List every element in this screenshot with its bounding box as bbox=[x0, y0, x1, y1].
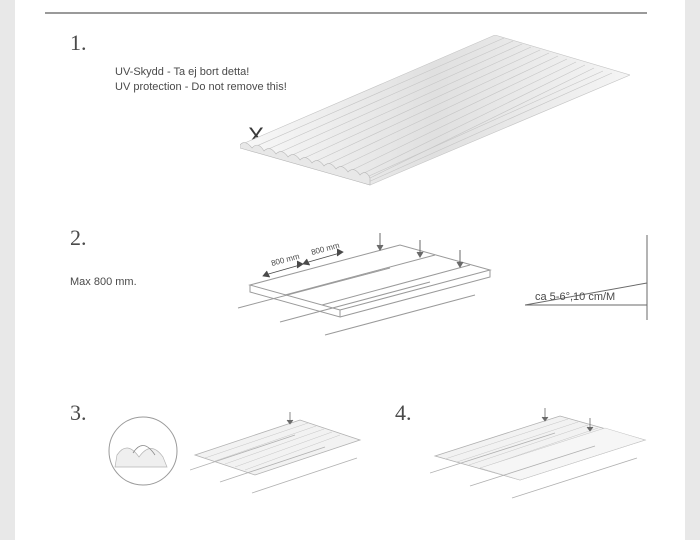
instruction-page: 1. UV-Skydd - Ta ej bort detta! UV prote… bbox=[15, 0, 685, 540]
corrugated-panel-illustration bbox=[240, 35, 630, 190]
overlap-detail-circle bbox=[107, 415, 179, 487]
slope-diagram bbox=[525, 235, 655, 330]
step-2-number: 2. bbox=[70, 225, 87, 251]
step-1-number: 1. bbox=[70, 30, 87, 56]
step-4-illustration bbox=[430, 408, 650, 503]
top-rule bbox=[45, 12, 647, 14]
step-3-number: 3. bbox=[70, 400, 87, 426]
step-3-illustration bbox=[190, 410, 365, 500]
step-4-number: 4. bbox=[395, 400, 412, 426]
dim-label-1: 800 mm bbox=[270, 252, 301, 268]
step-2-caption: Max 800 mm. bbox=[70, 275, 137, 290]
slope-label: ca 5-6°,10 cm/M bbox=[535, 290, 615, 305]
batten-frame-illustration: 800 mm 800 mm bbox=[230, 230, 500, 340]
